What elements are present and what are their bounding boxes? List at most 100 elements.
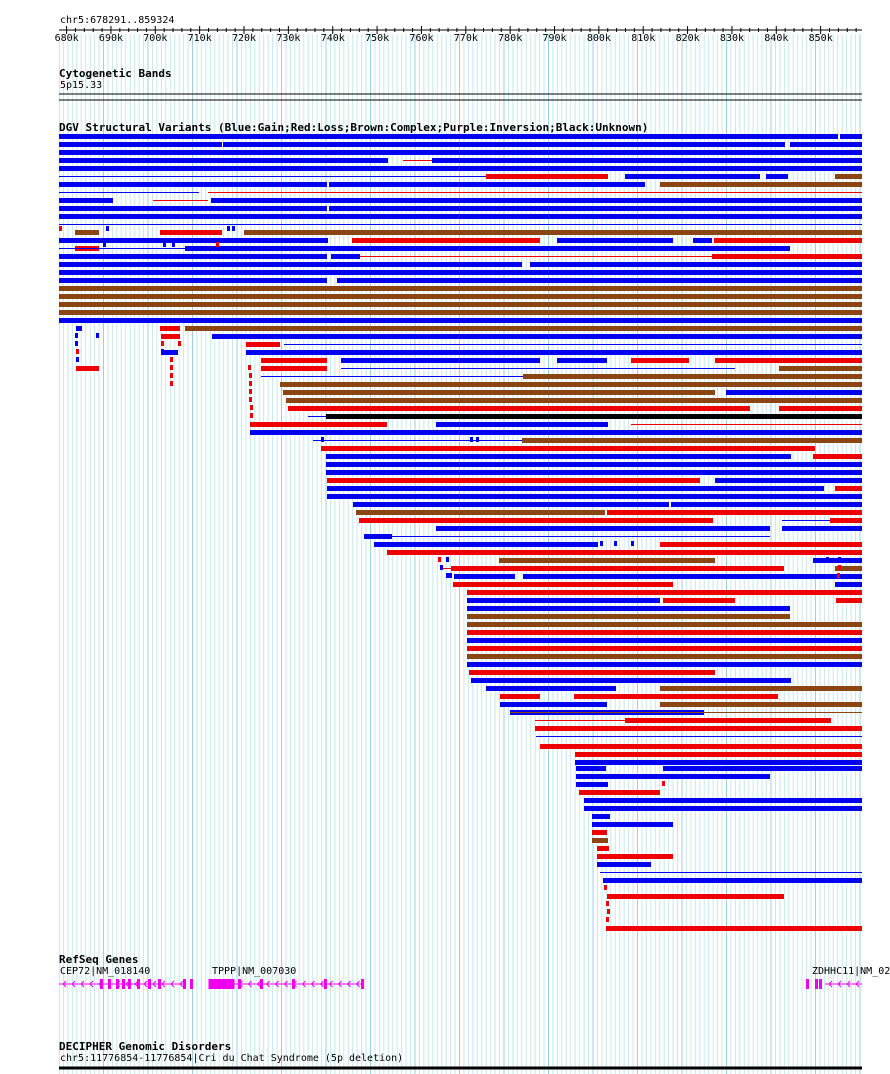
dgv-variant-bar[interactable] [440,565,443,570]
dgv-variant-bar[interactable] [329,182,645,187]
dgv-variant-bar[interactable] [535,726,862,731]
dgv-variant-bar[interactable] [671,502,862,507]
dgv-variant-bar[interactable] [161,334,180,339]
dgv-variant-bar[interactable] [286,398,862,403]
dgv-variant-bar[interactable] [170,365,173,370]
dgv-variant-bar[interactable] [327,478,700,483]
gene-exon[interactable] [815,979,818,989]
dgv-variant-bar[interactable] [663,598,735,603]
dgv-variant-bar[interactable] [523,574,862,579]
dgv-variant-bar[interactable] [451,566,784,571]
dgv-variant-bar[interactable] [331,254,360,259]
dgv-variant-bar[interactable] [592,838,608,843]
dgv-variant-bar[interactable] [835,566,862,571]
dgv-variant-bar[interactable] [607,909,610,914]
gene-exon[interactable] [100,979,103,989]
dgv-variant-bar[interactable] [835,582,862,587]
dgv-variant-bar[interactable] [212,334,862,339]
dgv-variant-bar[interactable] [75,341,78,346]
gene-exon[interactable] [128,979,131,989]
dgv-variant-bar[interactable] [387,550,862,555]
dgv-variant-bar[interactable] [59,158,388,163]
dgv-variant-bar[interactable] [486,686,616,691]
dgv-variant-bar[interactable] [453,582,673,587]
dgv-variant-bar[interactable] [486,174,608,179]
dgv-variant-bar[interactable] [837,573,840,578]
dgv-variant-bar[interactable] [607,510,862,515]
dgv-variant-bar[interactable] [592,830,607,835]
dgv-variant-bar[interactable] [436,422,608,427]
dgv-variant-bar[interactable] [838,565,841,570]
gene-exon[interactable] [190,979,193,989]
dgv-variant-bar[interactable] [836,598,862,603]
dgv-variant-bar[interactable] [499,558,715,563]
dgv-variant-bar[interactable] [353,502,669,507]
cytoband-label[interactable]: 5p15.33 [60,80,103,91]
dgv-variant-bar[interactable] [449,573,452,578]
dgv-variant-bar[interactable] [606,926,862,931]
decipher-entry-label[interactable]: chr5:11776854-11776854|Cri du Chat Syndr… [60,1053,404,1064]
gene-exon[interactable] [819,979,822,989]
dgv-variant-bar[interactable] [592,822,673,827]
dgv-variant-bar[interactable] [714,238,862,243]
dgv-variant-bar[interactable] [246,342,280,347]
dgv-variant-bar[interactable] [249,397,252,402]
dgv-variant-layer[interactable] [59,134,862,931]
dgv-variant-bar[interactable] [172,242,175,247]
dgv-variant-bar[interactable] [476,437,479,442]
dgv-variant-bar[interactable] [604,885,607,890]
dgv-variant-bar[interactable] [540,744,862,749]
dgv-variant-bar[interactable] [216,242,219,247]
dgv-variant-bar[interactable] [779,406,862,411]
dgv-variant-bar[interactable] [467,614,790,619]
dgv-variant-bar[interactable] [607,894,784,899]
dgv-variant-bar[interactable] [75,333,78,338]
dgv-variant-bar[interactable] [250,413,253,418]
dgv-variant-bar[interactable] [766,174,788,179]
gene-exon[interactable] [183,979,186,989]
dgv-variant-bar[interactable] [826,557,829,562]
dgv-variant-bar[interactable] [106,226,109,231]
dgv-variant-bar[interactable] [469,670,715,675]
dgv-variant-bar[interactable] [161,349,164,354]
dgv-variant-bar[interactable] [438,557,441,562]
dgv-variant-bar[interactable] [59,226,62,231]
dgv-variant-bar[interactable] [660,702,862,707]
dgv-variant-bar[interactable] [726,390,862,395]
dgv-variant-bar[interactable] [467,638,862,643]
dgv-variant-bar[interactable] [59,294,862,299]
dgv-variant-bar[interactable] [59,206,327,211]
dgv-variant-bar[interactable] [467,630,862,635]
dgv-variant-bar[interactable] [59,270,862,275]
dgv-variant-bar[interactable] [500,702,607,707]
dgv-variant-bar[interactable] [249,373,252,378]
dgv-variant-bar[interactable] [246,350,862,355]
gene-exon[interactable] [292,979,295,989]
dgv-variant-bar[interactable] [374,542,598,547]
dgv-variant-bar[interactable] [575,752,862,757]
dgv-variant-bar[interactable] [530,262,862,267]
dgv-variant-bar[interactable] [59,150,862,155]
gene-exon[interactable] [208,979,235,989]
dgv-variant-bar[interactable] [59,302,862,307]
dgv-variant-bar[interactable] [163,242,166,247]
dgv-variant-bar[interactable] [693,238,712,243]
dgv-variant-bar[interactable] [280,382,862,387]
dgv-variant-bar[interactable] [248,365,251,370]
dgv-variant-bar[interactable] [660,182,862,187]
dgv-variant-bar[interactable] [59,142,222,147]
dgv-variant-bar[interactable] [584,806,862,811]
dgv-variant-bar[interactable] [813,558,862,563]
dgv-variant-bar[interactable] [454,574,515,579]
gene-exon[interactable] [116,979,119,989]
dgv-variant-bar[interactable] [625,718,831,723]
gene-label-zdhhc11[interactable]: ZDHHC11|NM_02 [812,966,890,977]
dgv-variant-bar[interactable] [356,510,605,515]
dgv-variant-bar[interactable] [779,366,862,371]
dgv-variant-bar[interactable] [261,358,327,363]
dgv-variant-bar[interactable] [249,389,252,394]
dgv-variant-bar[interactable] [790,142,862,147]
dgv-variant-bar[interactable] [576,766,606,771]
dgv-variant-bar[interactable] [446,573,449,578]
dgv-variant-bar[interactable] [103,242,106,247]
